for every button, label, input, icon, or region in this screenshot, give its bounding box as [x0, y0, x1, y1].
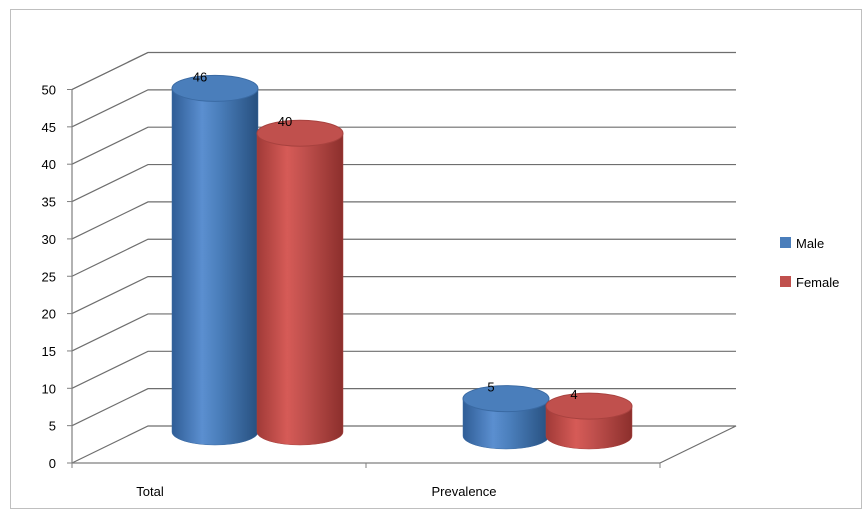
gridline: [71, 276, 736, 315]
cylinder-male-total: [171, 74, 259, 446]
legend-label-female: Female: [796, 275, 839, 290]
y-tick-label: 30: [42, 232, 56, 247]
gridlines: [71, 51, 737, 464]
cylinder-top: [545, 392, 633, 420]
cylinder-top: [462, 385, 550, 413]
y-tick-label: 40: [42, 157, 56, 172]
cylinder-male-prevalence: [462, 385, 550, 450]
y-tick-label: 10: [42, 381, 56, 396]
legend-swatch-male: [780, 237, 791, 248]
legend-label-male: Male: [796, 236, 824, 251]
gridline: [71, 51, 149, 91]
gridline: [71, 163, 736, 203]
gridline: [71, 388, 736, 427]
data-label: 4: [570, 387, 577, 402]
legend: Male Female: [780, 236, 839, 290]
x-tick-label: Prevalence: [431, 484, 496, 499]
data-label: 46: [193, 69, 207, 84]
cylinder-top: [256, 119, 344, 147]
cylinder-female-total: [256, 119, 344, 446]
cylinder-female-prevalence: [545, 392, 633, 450]
floor-outline: [71, 425, 737, 464]
y-tick-label: 15: [42, 344, 56, 359]
cylinder-body: [256, 132, 344, 446]
y-tick-label: 0: [49, 456, 56, 471]
chart-frame: [10, 9, 862, 509]
data-label: 5: [487, 380, 494, 395]
gridline: [71, 51, 736, 91]
x-tick-label: Total: [136, 484, 164, 499]
gridline: [71, 350, 736, 389]
y-tick-label: 25: [42, 269, 56, 284]
bars: [171, 74, 633, 450]
gridline: [71, 126, 736, 165]
legend-swatch-female: [780, 276, 791, 287]
cylinder-top: [171, 74, 259, 102]
y-tick-label: 45: [42, 120, 56, 135]
gridline: [71, 238, 736, 277]
gridline: [71, 201, 736, 240]
y-tick-label: 5: [49, 419, 56, 434]
gridline: [71, 313, 736, 352]
data-labels: 46 40 5 4: [193, 69, 578, 402]
y-tick-label: 50: [42, 83, 56, 98]
gridline: [71, 89, 736, 128]
y-tick-label: 20: [42, 307, 56, 322]
data-label: 40: [278, 114, 292, 129]
cylinder-body: [171, 88, 259, 446]
y-tick-label: 35: [42, 195, 56, 210]
